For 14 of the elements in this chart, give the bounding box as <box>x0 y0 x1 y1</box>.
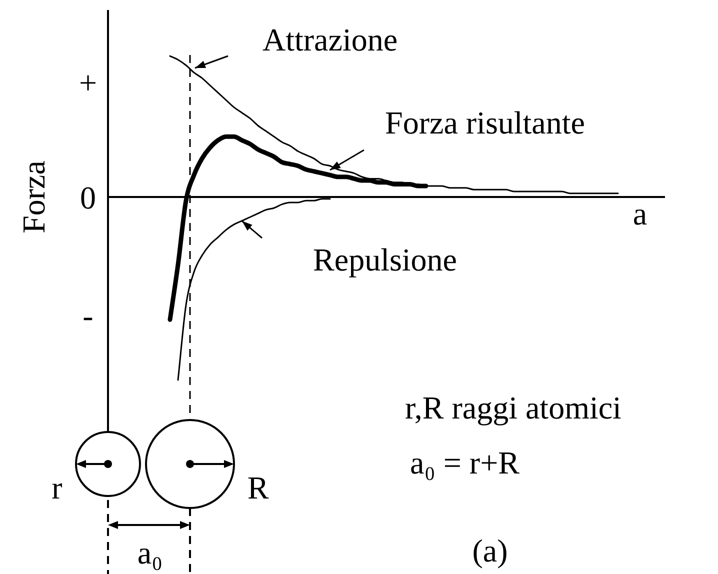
text: a₀ <box>137 534 163 570</box>
series-label: Forza risultante <box>385 104 585 140</box>
series-label: Attrazione <box>262 21 398 58</box>
text: r <box>52 469 63 506</box>
text: - <box>82 297 94 334</box>
series-label: Repulsione <box>313 241 457 278</box>
text: R <box>247 469 270 506</box>
y-axis-title: Forza <box>15 160 52 234</box>
text: 0 <box>80 179 96 216</box>
text: a₀ = r+R <box>410 444 520 480</box>
text: + <box>78 64 98 100</box>
text: r,R raggi atomici <box>405 389 622 426</box>
text: (a) <box>472 532 508 568</box>
x-axis-title: a <box>632 195 648 232</box>
